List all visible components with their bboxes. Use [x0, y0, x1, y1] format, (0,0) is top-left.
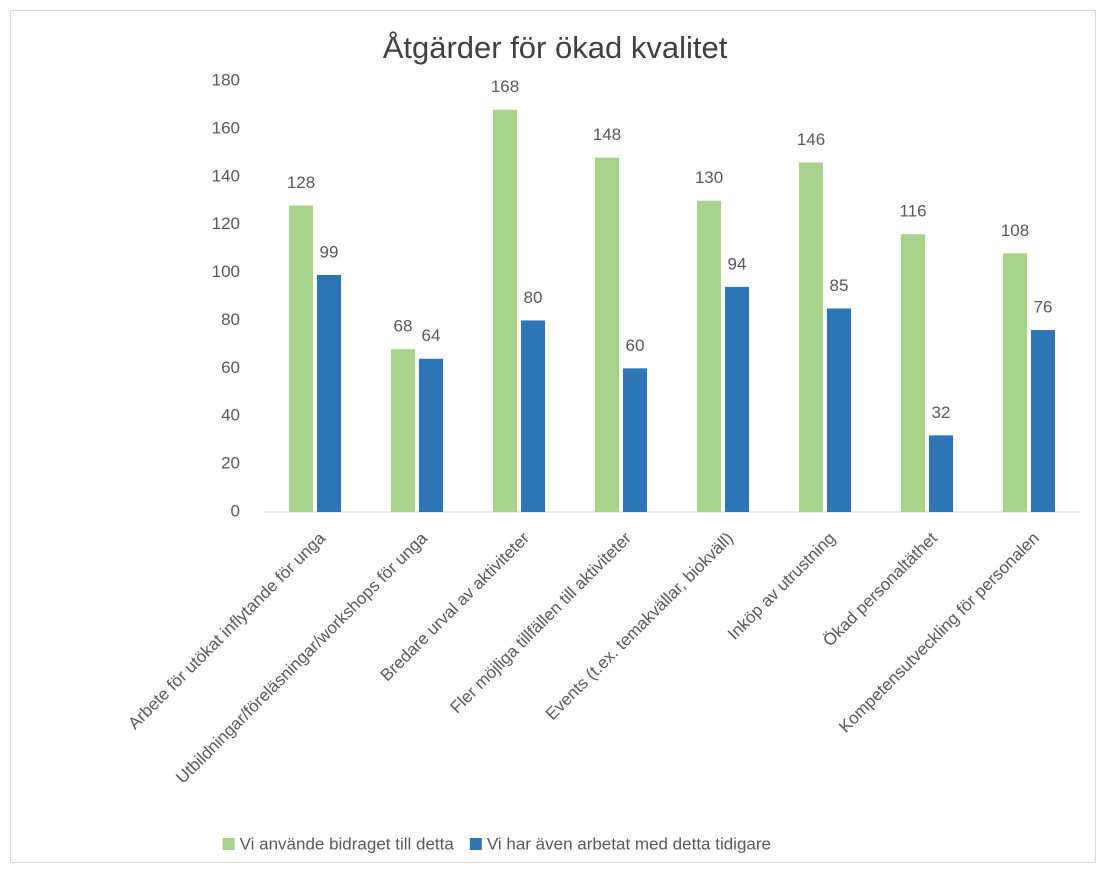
bar [623, 368, 647, 512]
y-tick-label: 60 [221, 358, 240, 377]
bar [289, 205, 313, 512]
y-tick-label: 160 [212, 118, 240, 137]
bar [929, 435, 953, 512]
y-tick-label: 80 [221, 310, 240, 329]
legend-swatch [222, 838, 235, 850]
y-tick-label: 40 [221, 406, 240, 425]
bar [419, 358, 443, 512]
legend-label: Vi använde bidraget till detta [240, 834, 455, 853]
bar [901, 234, 925, 512]
data-label: 64 [422, 326, 441, 345]
bar [827, 308, 851, 512]
chart-title: Åtgärder för ökad kvalitet [383, 30, 728, 65]
bar [725, 286, 749, 512]
bar [521, 320, 545, 512]
y-tick-label: 20 [221, 454, 240, 473]
bar [595, 157, 619, 512]
data-label: 130 [695, 168, 723, 187]
data-label: 60 [626, 336, 645, 355]
bar [697, 200, 721, 512]
bar [1003, 253, 1027, 512]
y-tick-label: 0 [231, 501, 240, 520]
data-label: 128 [287, 173, 315, 192]
bar [799, 162, 823, 512]
data-label: 146 [797, 130, 825, 149]
y-tick-label: 140 [212, 166, 240, 185]
data-label: 148 [593, 125, 621, 144]
data-label: 80 [524, 288, 543, 307]
data-label: 99 [320, 242, 339, 261]
data-label: 168 [491, 77, 519, 96]
data-label: 32 [932, 403, 951, 422]
legend-label: Vi har även arbetat med detta tidigare [487, 834, 771, 853]
bar [493, 109, 517, 512]
bar [391, 349, 415, 512]
y-tick-label: 100 [212, 262, 240, 281]
data-label: 116 [899, 202, 926, 221]
data-label: 108 [1001, 221, 1029, 240]
legend-swatch [469, 838, 482, 850]
bar [1031, 330, 1055, 512]
data-label: 68 [394, 317, 413, 336]
data-label: 85 [830, 276, 849, 295]
bar [317, 274, 341, 512]
y-tick-label: 120 [212, 214, 240, 233]
y-tick-label: 180 [212, 70, 240, 89]
data-label: 94 [728, 254, 747, 273]
data-label: 76 [1034, 298, 1053, 317]
